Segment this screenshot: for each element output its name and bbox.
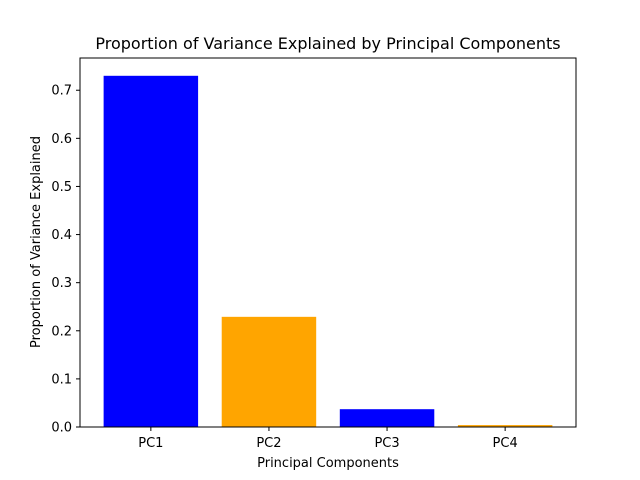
y-axis-label: Proportion of Variance Explained: [29, 136, 44, 348]
y-tick-label: 0.0: [51, 421, 72, 436]
bars-layer: [103, 75, 553, 428]
y-axis-ticks: 0.0 0.1 0.2 0.3 0.4 0.5 0.6 0.7: [51, 84, 80, 436]
y-tick-label: 0.4: [51, 228, 72, 243]
y-tick-label: 0.6: [51, 132, 72, 147]
y-tick-label: 0.5: [51, 180, 72, 195]
bar-pc4: [457, 425, 553, 427]
x-axis-ticks: PC1 PC2 PC3 PC4: [138, 427, 518, 451]
y-tick-label: 0.1: [51, 372, 72, 387]
y-tick-label: 0.2: [51, 324, 72, 339]
chart-title: Proportion of Variance Explained by Prin…: [95, 34, 560, 53]
x-tick-label: PC1: [138, 436, 163, 451]
x-tick-label: PC2: [256, 436, 281, 451]
y-tick-label: 0.7: [51, 84, 72, 99]
x-tick-label: PC4: [493, 436, 518, 451]
bar-pc1: [103, 75, 199, 428]
y-tick-label: 0.3: [51, 276, 72, 291]
x-axis-label: Principal Components: [257, 456, 399, 471]
bar-pc2: [221, 316, 317, 427]
plot-frame: [79, 57, 577, 428]
x-tick-label: PC3: [374, 436, 399, 451]
bar-pc3: [339, 409, 435, 427]
